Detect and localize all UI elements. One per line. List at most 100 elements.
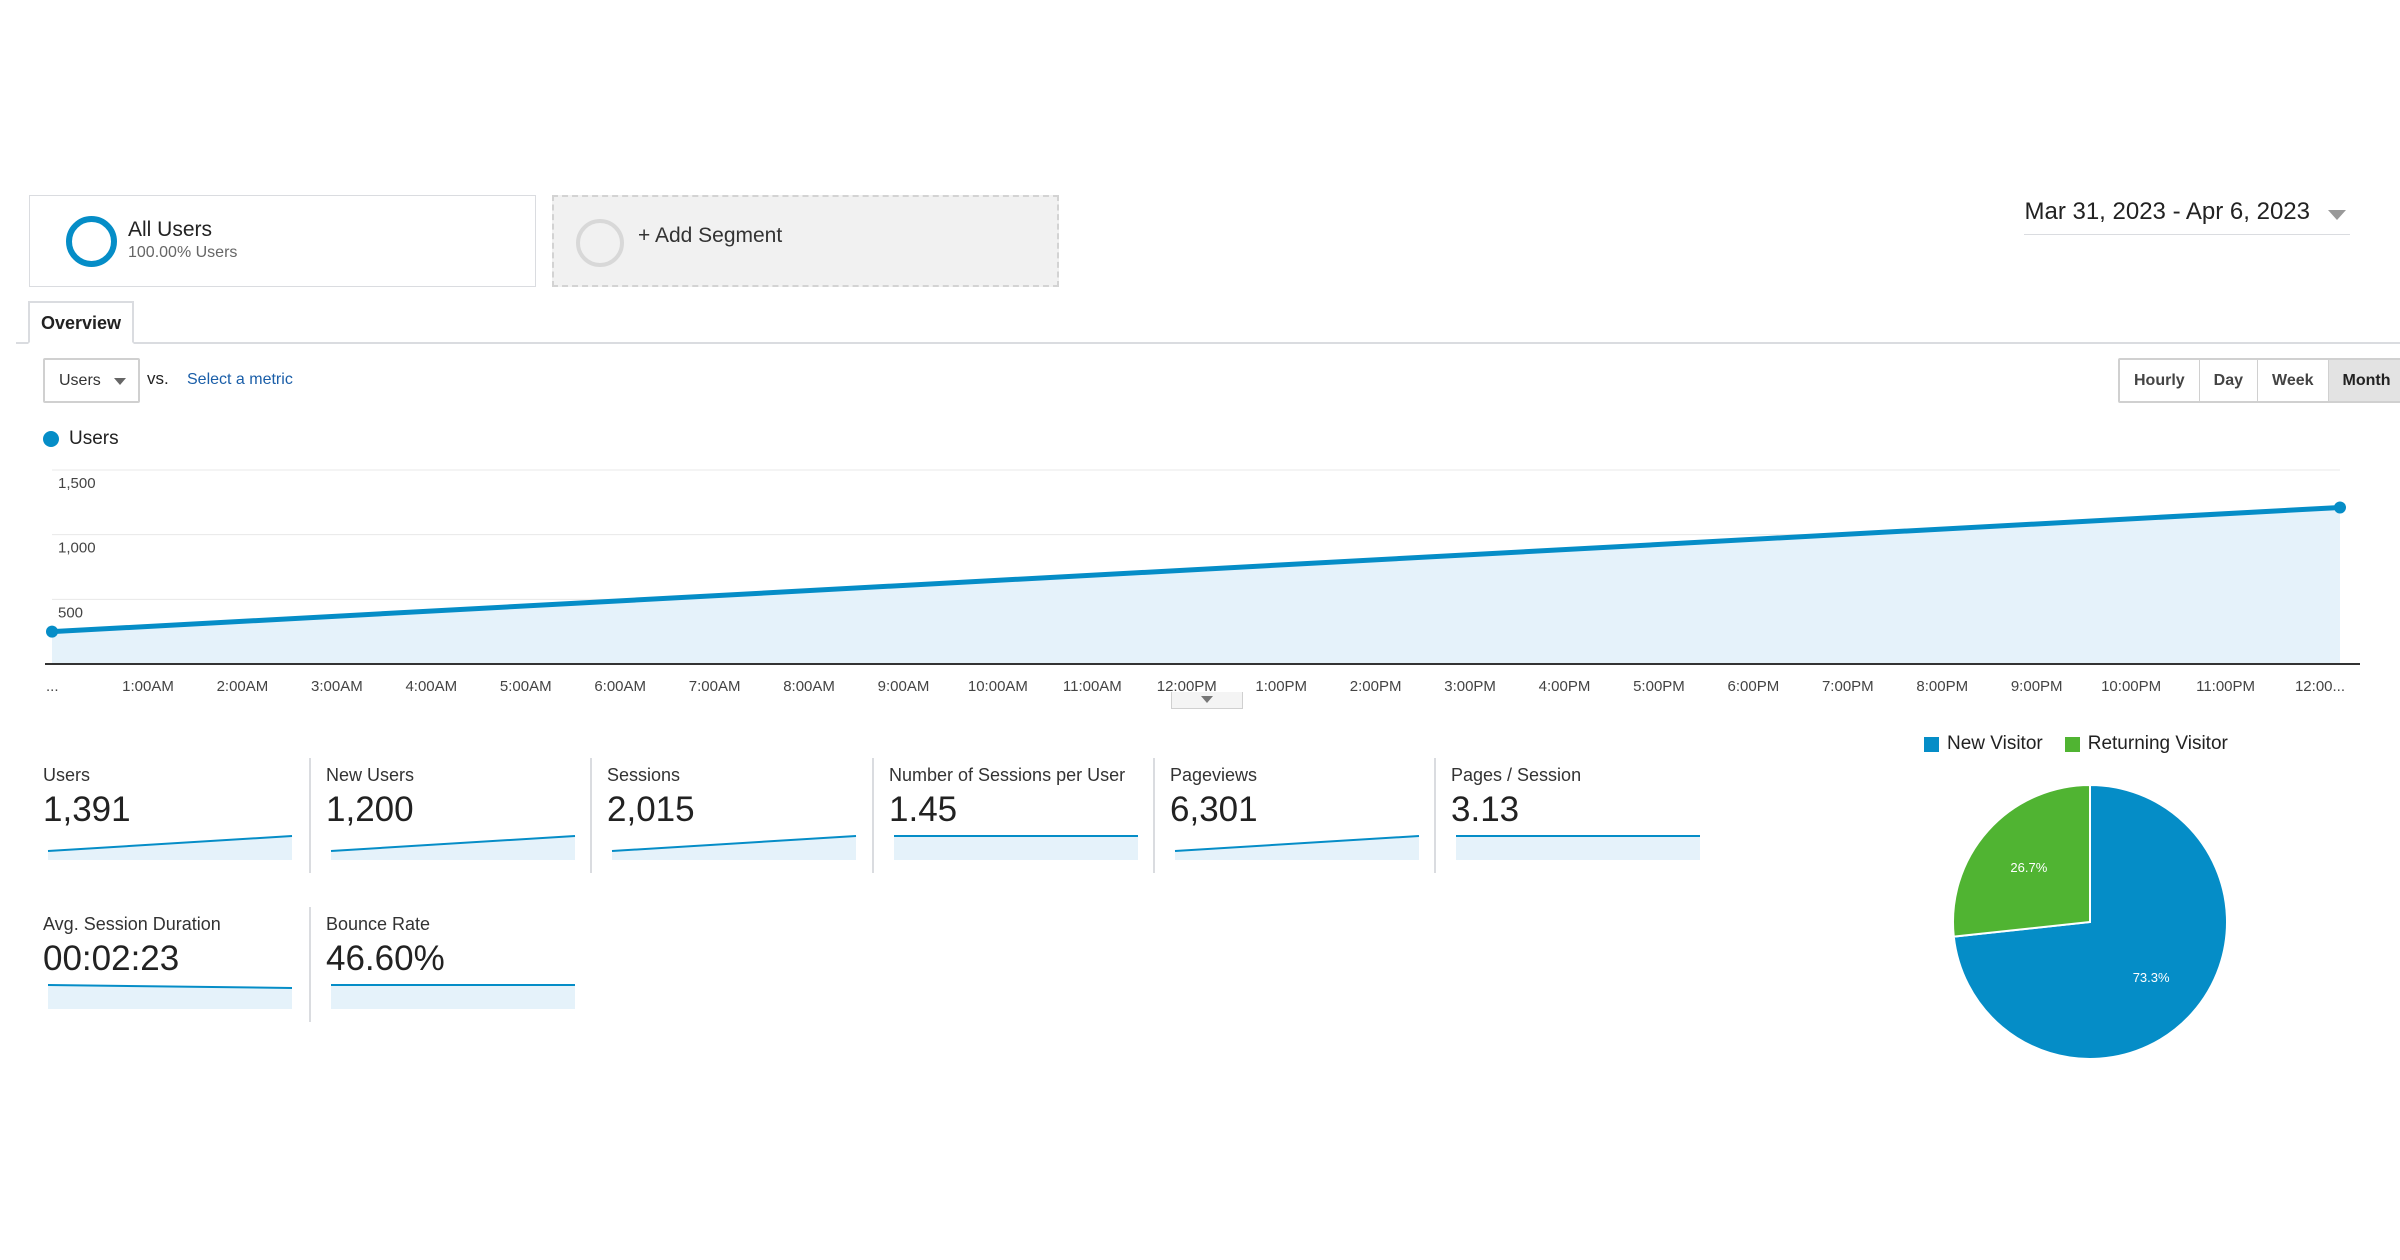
x-tick-label: 5:00PM: [1633, 678, 1685, 695]
users-legend-label: Users: [69, 428, 119, 449]
new-visitor-swatch: [1924, 736, 1939, 752]
sparkline: [894, 835, 1138, 860]
interval-toggle: Hourly Day Week Month: [2118, 358, 2400, 403]
scorecard-value: 1,391: [43, 790, 131, 829]
sparkline-line: [47, 984, 293, 989]
users-legend-dot: [43, 431, 59, 447]
sparkline: [1174, 835, 1420, 860]
scorecard-value: 2,015: [607, 790, 695, 829]
scorecard-label: Bounce Rate: [326, 914, 431, 934]
sparkline: [330, 835, 576, 860]
y-tick-label: 500: [58, 604, 83, 621]
sparkline-line: [611, 835, 857, 852]
x-tick-label: 4:00PM: [1539, 678, 1591, 695]
x-tick-label: 3:00PM: [1444, 678, 1496, 695]
x-tick-label: 12:00...: [2295, 678, 2345, 695]
select-metric-link[interactable]: Select a metric: [187, 371, 293, 388]
x-tick-label: 7:00PM: [1822, 678, 1874, 695]
segment-subtitle: 100.00% Users: [128, 244, 238, 261]
sparkline: [47, 835, 293, 860]
x-tick-label: 4:00AM: [405, 678, 457, 695]
chevron-down-icon: [1201, 696, 1213, 703]
scorecard-bounce-rate[interactable]: Bounce Rate 46.60%: [309, 907, 590, 1022]
metric-dropdown-value: Users: [59, 372, 101, 389]
scorecard-label: Users: [43, 765, 91, 785]
pie-slice-returning-visitor: [1952, 783, 2091, 938]
users-start-point: [46, 625, 58, 638]
x-tick-label: 1:00AM: [122, 678, 174, 695]
x-tick-label: 12:00PM: [1157, 678, 1217, 695]
metric-dropdown[interactable]: Users: [43, 358, 140, 403]
sparkline-fill: [1456, 836, 1700, 860]
x-tick-label: 11:00PM: [2196, 678, 2255, 695]
x-tick-label: 9:00PM: [2011, 678, 2063, 695]
x-tick-label: 5:00AM: [500, 678, 552, 695]
interval-day-button[interactable]: Day: [2200, 360, 2259, 401]
interval-week-button[interactable]: Week: [2258, 360, 2329, 401]
scorecard-label: Avg. Session Duration: [43, 914, 221, 934]
x-tick-label: 10:00PM: [2101, 678, 2161, 695]
tab-overview[interactable]: Overview: [28, 301, 134, 344]
sparkline: [1456, 835, 1700, 860]
users-end-point: [2334, 501, 2346, 514]
sparkline: [611, 835, 857, 860]
y-tick-label: 1,500: [58, 475, 96, 492]
scorecard-avg-session-duration[interactable]: Avg. Session Duration 00:02:23: [28, 907, 309, 1022]
scorecard-new-users[interactable]: New Users 1,200: [309, 758, 590, 873]
interval-hourly-button[interactable]: Hourly: [2120, 360, 2200, 401]
sparkline-fill: [894, 836, 1138, 860]
returning-visitor-swatch: [2064, 736, 2080, 752]
add-segment-button[interactable]: + Add Segment: [552, 195, 1059, 287]
sparkline-fill: [48, 836, 292, 860]
x-tick-label: 10:00AM: [968, 678, 1028, 695]
x-tick-label: 8:00AM: [783, 678, 835, 695]
sparkline-fill: [612, 836, 856, 860]
scorecard-label: Pages / Session: [1451, 765, 1582, 785]
scorecard-label: New Users: [326, 765, 415, 785]
segment-ring-icon: [66, 216, 117, 267]
x-tick-label: 1:00PM: [1255, 678, 1307, 695]
y-tick-label: 1,000: [58, 540, 96, 557]
scorecard-label: Sessions: [607, 765, 681, 785]
pie-legend-item-returning[interactable]: Returning Visitor: [2064, 733, 2228, 755]
scorecard-pageviews[interactable]: Pageviews 6,301: [1153, 758, 1434, 873]
scorecard-pages-session[interactable]: Pages / Session 3.13: [1434, 758, 1715, 873]
scorecard-value: 00:02:23: [43, 939, 180, 978]
scorecard-value: 1,200: [326, 790, 414, 829]
pie-legend: New Visitor Returning Visitor: [1924, 733, 2228, 755]
pie-legend-item-new[interactable]: New Visitor: [1924, 733, 2043, 755]
chevron-down-icon: [2328, 210, 2346, 220]
sparkline-line: [1174, 835, 1420, 852]
sparkline: [331, 984, 575, 1009]
scorecard-number-of-sessions-per-user[interactable]: Number of Sessions per User 1.45: [872, 758, 1153, 873]
users-line-chart: 1,500 1,000 500... 1:00AM 2:00AM 3:00AM 4:00AM…: [45, 469, 2360, 695]
scorecard-value: 3.13: [1451, 790, 1520, 829]
interval-month-button[interactable]: Month: [2328, 360, 2400, 401]
x-tick-label: 6:00PM: [1728, 678, 1780, 695]
segment-all-users[interactable]: All Users 100.00% Users: [29, 195, 536, 287]
scorecard-value: 6,301: [1170, 790, 1258, 829]
x-tick-label: 8:00PM: [1916, 678, 1968, 695]
x-tick-label: 11:00AM: [1063, 678, 1122, 695]
scorecard-value: 1.45: [889, 790, 958, 829]
x-tick-label: 2:00PM: [1350, 678, 1402, 695]
sparkline-line: [47, 835, 293, 852]
chart-collapse-toggle[interactable]: [1171, 692, 1243, 709]
pie-slice-label: 73.3%: [2133, 970, 2170, 985]
new-visitor-label: New Visitor: [1947, 733, 2043, 754]
vs-label: vs.: [147, 369, 169, 388]
date-range-label: Mar 31, 2023 - Apr 6, 2023: [2024, 198, 2310, 225]
sparkline-fill: [48, 985, 292, 1009]
scorecard-label: Number of Sessions per User: [889, 765, 1126, 785]
users-area-fill: [52, 507, 2340, 664]
scorecard-label: Pageviews: [1170, 765, 1258, 785]
x-tick-label: 6:00AM: [594, 678, 646, 695]
scorecard-users[interactable]: Users 1,391: [28, 758, 309, 873]
date-range-picker[interactable]: Mar 31, 2023 - Apr 6, 2023: [2024, 198, 2350, 235]
x-tick-label: 3:00AM: [311, 678, 363, 695]
empty-segment-icon: [576, 219, 624, 267]
scorecard-sessions[interactable]: Sessions 2,015: [590, 758, 871, 873]
users-series-line: [51, 504, 2341, 635]
returning-visitor-label: Returning Visitor: [2087, 733, 2228, 754]
sparkline: [47, 984, 293, 1009]
